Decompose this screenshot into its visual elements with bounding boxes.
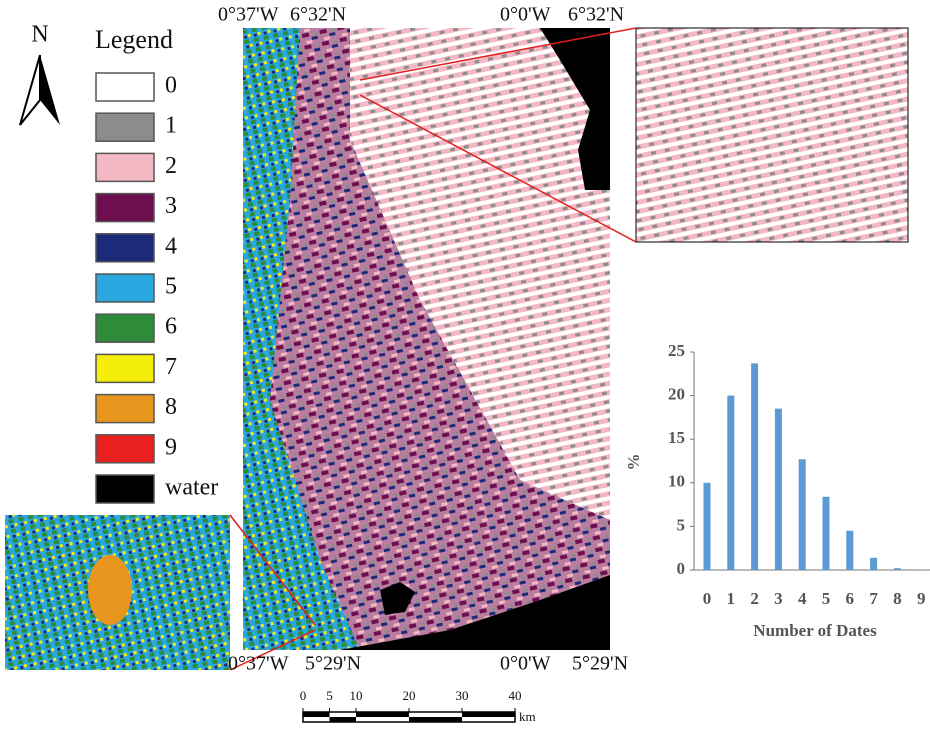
zoom-inset-top	[636, 28, 908, 242]
legend-label: 2	[165, 153, 177, 179]
bar	[751, 363, 758, 570]
y-axis-label: %	[624, 454, 643, 471]
bar	[846, 531, 853, 570]
scale-segment	[303, 712, 330, 717]
legend-swatch	[96, 395, 154, 423]
x-tick-label: 8	[893, 589, 902, 608]
scale-tick-label: 40	[509, 688, 522, 703]
legend-swatch	[96, 354, 154, 382]
legend-label: 1	[165, 113, 177, 139]
legend-swatch	[96, 113, 154, 141]
coordinate: 0°37'W	[228, 653, 289, 675]
coordinate: 0°0'W	[500, 653, 551, 675]
x-tick-label: 6	[846, 589, 855, 608]
x-tick-label: 1	[727, 589, 736, 608]
map-image	[243, 28, 610, 650]
y-tick-label: 5	[677, 515, 686, 534]
legend-label: 0	[165, 73, 177, 99]
scale-tick-label: 10	[350, 688, 363, 703]
scale-segment	[330, 717, 357, 722]
scale-tick-label: 0	[300, 688, 307, 703]
north-arrow	[40, 55, 60, 125]
y-tick-label: 20	[668, 385, 685, 404]
scale-unit: km	[519, 709, 536, 724]
north-arrow	[20, 55, 40, 125]
bar	[870, 558, 877, 570]
x-tick-label: 9	[917, 589, 926, 608]
x-tick-label: 2	[750, 589, 759, 608]
legend-title: Legend	[95, 25, 173, 54]
legend-swatch	[96, 194, 154, 222]
legend-label: 5	[165, 274, 177, 300]
x-tick-label: 4	[798, 589, 807, 608]
scale-tick-label: 5	[326, 688, 333, 703]
coordinate: 0°0'W	[500, 4, 551, 26]
legend-label: 9	[165, 434, 177, 460]
legend: 0 1 2 3 4 5 6 7 8 9 water	[96, 73, 218, 504]
figure: N Legend 0123456789water 0°37'W 6°32'N 0…	[0, 0, 930, 729]
legend-label: water	[165, 475, 218, 501]
legend-label: 4	[165, 233, 177, 259]
legend-swatch	[96, 234, 154, 262]
scale-segment	[356, 712, 409, 717]
scale-tick-label: 30	[456, 688, 469, 703]
scale-segment	[462, 712, 515, 717]
bar	[894, 568, 901, 570]
y-tick-label: 10	[668, 472, 685, 491]
x-tick-label: 0	[703, 589, 712, 608]
legend-label: 7	[165, 354, 177, 380]
bar	[775, 409, 782, 570]
coordinate: 5°29'N	[572, 653, 628, 675]
scale-tick-label: 20	[403, 688, 416, 703]
y-tick-label: 0	[677, 559, 686, 578]
north-label: N	[31, 22, 48, 48]
y-tick-label: 15	[668, 428, 685, 447]
legend-swatch	[96, 435, 154, 463]
legend-swatch	[96, 314, 154, 342]
bar	[823, 497, 830, 570]
coordinate: 6°32'N	[290, 4, 346, 26]
y-tick-label: 25	[668, 341, 685, 360]
bar	[704, 483, 711, 570]
legend-label: 6	[165, 314, 177, 340]
coordinate: 6°32'N	[568, 4, 624, 26]
inset-patch	[88, 555, 132, 625]
coordinate: 5°29'N	[305, 653, 361, 675]
x-axis-label: Number of Dates	[753, 621, 877, 640]
legend-swatch	[96, 73, 154, 101]
coordinate: 0°37'W	[218, 4, 279, 26]
legend-swatch	[96, 475, 154, 503]
legend-label: 3	[165, 193, 177, 219]
x-tick-label: 7	[869, 589, 878, 608]
legend-swatch	[96, 274, 154, 302]
x-tick-label: 5	[822, 589, 831, 608]
x-tick-label: 3	[774, 589, 783, 608]
bar	[727, 396, 734, 570]
bar	[799, 459, 806, 570]
legend-swatch	[96, 153, 154, 181]
scale-segment	[409, 717, 462, 722]
scale-bar: 0 5 10 20 30 40 km	[300, 688, 536, 724]
legend-label: 8	[165, 394, 177, 420]
